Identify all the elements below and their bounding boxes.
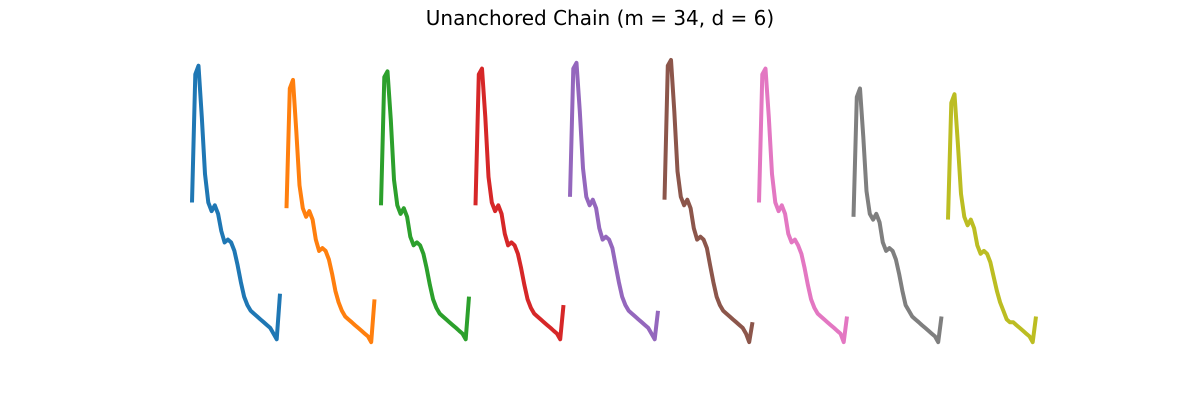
series-line-6 [662, 58, 755, 345]
series-line-7 [757, 66, 849, 345]
chart-title: Unanchored Chain (m = 34, d = 6) [425, 6, 775, 30]
series-line-2 [284, 77, 377, 345]
series-line-3 [379, 69, 471, 342]
series-line-9 [946, 92, 1038, 345]
series-line-4 [473, 66, 566, 342]
series-line-5 [568, 60, 660, 342]
series-line-8 [851, 86, 944, 345]
series-line-1 [190, 63, 282, 342]
